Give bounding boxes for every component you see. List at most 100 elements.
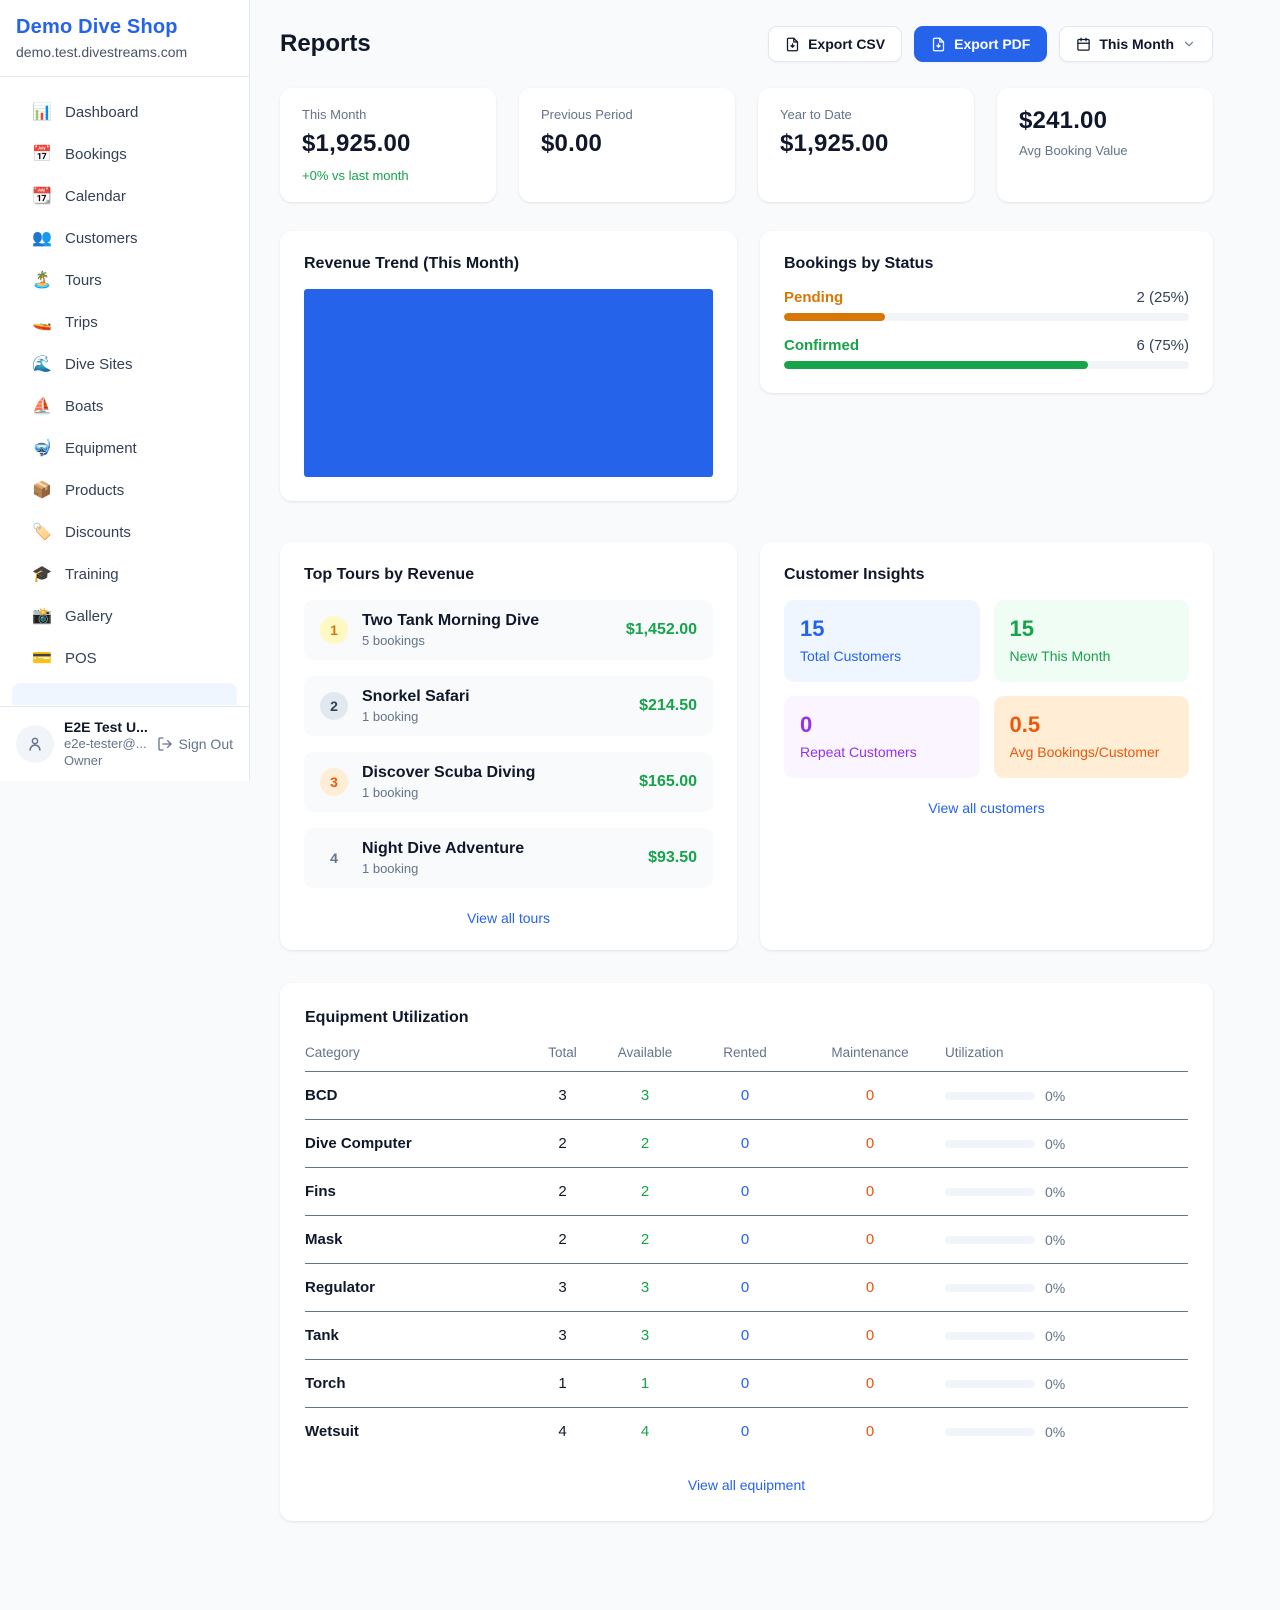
equipment-table: Category Total Available Rented Maintena… xyxy=(305,1045,1188,1455)
top-tours-card: Top Tours by Revenue 1 Two Tank Morning … xyxy=(280,542,737,950)
sidebar-item-label: Training xyxy=(65,566,119,583)
sidebar-item-boats[interactable]: ⛵ Boats xyxy=(12,389,237,424)
export-pdf-button[interactable]: Export PDF xyxy=(914,26,1048,62)
sidebar-item-label: Gallery xyxy=(65,608,113,625)
customer-insights-card: Customer Insights 15 Total Customers 15 … xyxy=(760,542,1213,950)
cell-rented: 0 xyxy=(740,1087,750,1104)
cell-utilization: 0% xyxy=(945,1424,1188,1440)
sidebar-item-gallery[interactable]: 📸 Gallery xyxy=(12,599,237,634)
export-pdf-label: Export PDF xyxy=(954,36,1031,52)
cell-total: 3 xyxy=(558,1327,567,1344)
pos-icon: 💳 xyxy=(32,649,52,667)
cell-maintenance: 0 xyxy=(865,1327,875,1344)
sidebar-item-bookings[interactable]: 📅 Bookings xyxy=(12,137,237,172)
sidebar-item-equipment[interactable]: 🤿 Equipment xyxy=(12,431,237,466)
cell-rented: 0 xyxy=(740,1279,750,1296)
cell-available: 2 xyxy=(640,1231,650,1248)
cell-maintenance: 0 xyxy=(865,1423,875,1440)
status-bar-track xyxy=(784,361,1189,369)
tour-name: Two Tank Morning Dive xyxy=(362,612,540,629)
tour-name: Discover Scuba Diving xyxy=(362,764,536,781)
sidebar-item-dive-sites[interactable]: 🌊 Dive Sites xyxy=(12,347,237,382)
cell-category: Tank xyxy=(305,1327,339,1344)
export-csv-button[interactable]: Export CSV xyxy=(768,26,903,62)
cell-total: 2 xyxy=(558,1231,567,1248)
table-row: Tank 3 3 0 0 0% xyxy=(305,1312,1188,1360)
tour-info: Snorkel Safari 1 booking xyxy=(362,688,470,724)
sidebar-item-dashboard[interactable]: 📊 Dashboard xyxy=(12,95,237,130)
utilization-bar-track xyxy=(945,1379,1035,1388)
gallery-icon: 📸 xyxy=(32,607,52,625)
stat-label: This Month xyxy=(302,107,367,122)
cell-category: Dive Computer xyxy=(305,1135,412,1152)
period-dropdown[interactable]: This Month xyxy=(1059,26,1213,62)
sidebar-item-training[interactable]: 🎓 Training xyxy=(12,557,237,592)
status-count: 2 (25%) xyxy=(1136,289,1189,306)
logout-icon xyxy=(157,737,172,751)
sign-out-button[interactable]: Sign Out xyxy=(157,736,233,752)
charts-row: Revenue Trend (This Month) Bookings by S… xyxy=(280,231,1213,501)
training-icon: 🎓 xyxy=(32,565,52,583)
insight-value: 15 xyxy=(1009,616,1034,641)
sidebar-item-discounts[interactable]: 🏷️ Discounts xyxy=(12,515,237,550)
bookings-by-status-title: Bookings by Status xyxy=(784,255,934,272)
tour-bookings: 1 booking xyxy=(362,785,419,800)
cell-available: 3 xyxy=(640,1087,650,1104)
stat-value: $1,925.00 xyxy=(302,130,411,157)
table-row: Wetsuit 4 4 0 0 0% xyxy=(305,1408,1188,1455)
view-all-customers-link[interactable]: View all customers xyxy=(928,800,1045,816)
discounts-icon: 🏷️ xyxy=(32,523,52,541)
sidebar-item-products[interactable]: 📦 Products xyxy=(12,473,237,508)
stat-value: $241.00 xyxy=(1019,107,1108,134)
chevron-down-icon xyxy=(1184,41,1194,47)
sidebar-item-label: Calendar xyxy=(65,188,126,205)
cell-category: Mask xyxy=(305,1231,343,1248)
cell-category: BCD xyxy=(305,1087,338,1104)
status-count: 6 (75%) xyxy=(1136,337,1189,354)
stat-label: Avg Booking Value xyxy=(1019,143,1128,158)
file-download-icon xyxy=(786,37,799,51)
cell-maintenance: 0 xyxy=(865,1135,875,1152)
stat-delta: +0% vs last month xyxy=(302,168,409,183)
bookings-icon: 📅 xyxy=(32,145,52,163)
main-content: Reports Export CSV Export PDF This Month… xyxy=(250,0,1280,1521)
user-section: E2E Test U... e2e-tester@... Owner Sign … xyxy=(0,706,249,781)
calendar-icon: 📆 xyxy=(32,187,52,205)
middle-row: Top Tours by Revenue 1 Two Tank Morning … xyxy=(280,542,1213,950)
cell-available: 3 xyxy=(640,1327,650,1344)
tour-row: 1 Two Tank Morning Dive 5 bookings $1,45… xyxy=(304,600,713,660)
sidebar-item-reports-partial[interactable] xyxy=(12,683,237,705)
cell-rented: 0 xyxy=(740,1375,750,1392)
sidebar-item-label: Customers xyxy=(65,230,138,247)
utilization-bar-track xyxy=(945,1235,1035,1244)
page-title: Reports xyxy=(280,30,371,57)
cell-maintenance: 0 xyxy=(865,1183,875,1200)
revenue-trend-title: Revenue Trend (This Month) xyxy=(304,255,520,272)
tour-bookings: 5 bookings xyxy=(362,633,425,648)
sidebar-item-customers[interactable]: 👥 Customers xyxy=(12,221,237,256)
insight-value: 0 xyxy=(800,712,813,737)
user-role: Owner xyxy=(64,753,103,769)
insight-label: Total Customers xyxy=(800,648,902,664)
sidebar-nav: 📊 Dashboard 📅 Bookings 📆 Calendar 👥 Cust… xyxy=(0,77,249,705)
status-label: Confirmed xyxy=(784,337,859,354)
cell-rented: 0 xyxy=(740,1231,750,1248)
page-header: Reports Export CSV Export PDF This Month xyxy=(280,26,1213,62)
sidebar-item-tours[interactable]: 🏝️ Tours xyxy=(12,263,237,298)
tour-revenue: $1,452.00 xyxy=(625,621,697,638)
utilization-percent: 0% xyxy=(1045,1183,1066,1200)
sidebar-item-calendar[interactable]: 📆 Calendar xyxy=(12,179,237,214)
cell-available: 3 xyxy=(640,1279,650,1296)
view-all-equipment-link[interactable]: View all equipment xyxy=(687,1477,806,1493)
sidebar-item-label: Dashboard xyxy=(65,104,139,121)
stat-value: $0.00 xyxy=(541,130,603,157)
utilization-percent: 0% xyxy=(1045,1279,1066,1296)
sidebar-item-pos[interactable]: 💳 POS xyxy=(12,641,237,676)
insight-tile-avg-bookings: 0.5 Avg Bookings/Customer xyxy=(993,696,1189,778)
cell-maintenance: 0 xyxy=(865,1231,875,1248)
tour-row: 2 Snorkel Safari 1 booking $214.50 xyxy=(304,676,713,736)
cell-total: 2 xyxy=(558,1183,567,1200)
view-all-tours-link[interactable]: View all tours xyxy=(466,910,550,926)
user-name: E2E Test U... xyxy=(64,719,148,736)
sidebar-item-trips[interactable]: 🚤 Trips xyxy=(12,305,237,340)
